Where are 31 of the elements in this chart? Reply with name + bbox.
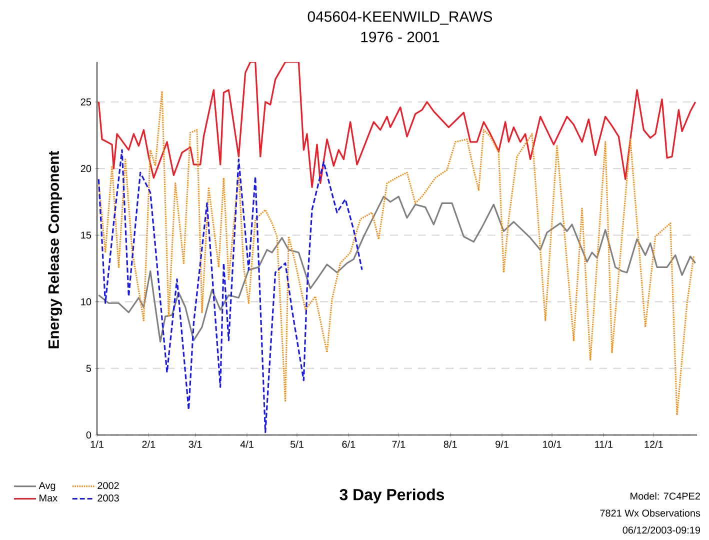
- x-tick-label: 5/1: [290, 440, 304, 448]
- x-tick-label: 2/1: [142, 440, 156, 448]
- legend-label: 2002: [98, 482, 119, 490]
- y-tick-label: 5: [86, 364, 92, 372]
- x-axis-title: 3 Day Periods: [340, 488, 444, 504]
- text: 7821 Wx Observations: [600, 509, 700, 517]
- x-tick-label: 4/1: [240, 440, 254, 448]
- y-tick-label: 20: [80, 165, 92, 172]
- x-tick-label: 6/1: [342, 440, 356, 448]
- x-tick-label: 8/1: [444, 440, 457, 448]
- legend-label: Max: [40, 494, 58, 502]
- y-tick-label: 25: [80, 98, 92, 106]
- x-tick-label: 11/1: [595, 440, 613, 448]
- text: 06/12/2003-09:19: [622, 526, 700, 534]
- x-tick-label: 1/1: [90, 440, 104, 448]
- x-tick-label: 10/1: [543, 440, 562, 448]
- chart-subtitle: 1976 - 2001: [361, 32, 440, 42]
- chart-title: 045604-KEENWILD_RAWS: [308, 11, 492, 25]
- x-tick-label: 9/1: [496, 440, 508, 448]
- x-tick-label: 12/1: [644, 440, 663, 448]
- legend-label: Avg: [38, 482, 56, 492]
- x-tick-label: 7/1: [392, 440, 406, 448]
- y-axis-title: Energy Release Component: [48, 150, 62, 348]
- y-tick-label: 0: [86, 431, 92, 439]
- y-tick-label: 15: [81, 232, 92, 239]
- y-tick-label: 10: [81, 298, 92, 306]
- line-series: [98, 149, 363, 434]
- x-tick-label: 3/1: [188, 440, 202, 448]
- text: Model: 7C4PE2: [630, 492, 700, 500]
- legend-label: 2003: [98, 494, 119, 502]
- line-series: [98, 90, 694, 416]
